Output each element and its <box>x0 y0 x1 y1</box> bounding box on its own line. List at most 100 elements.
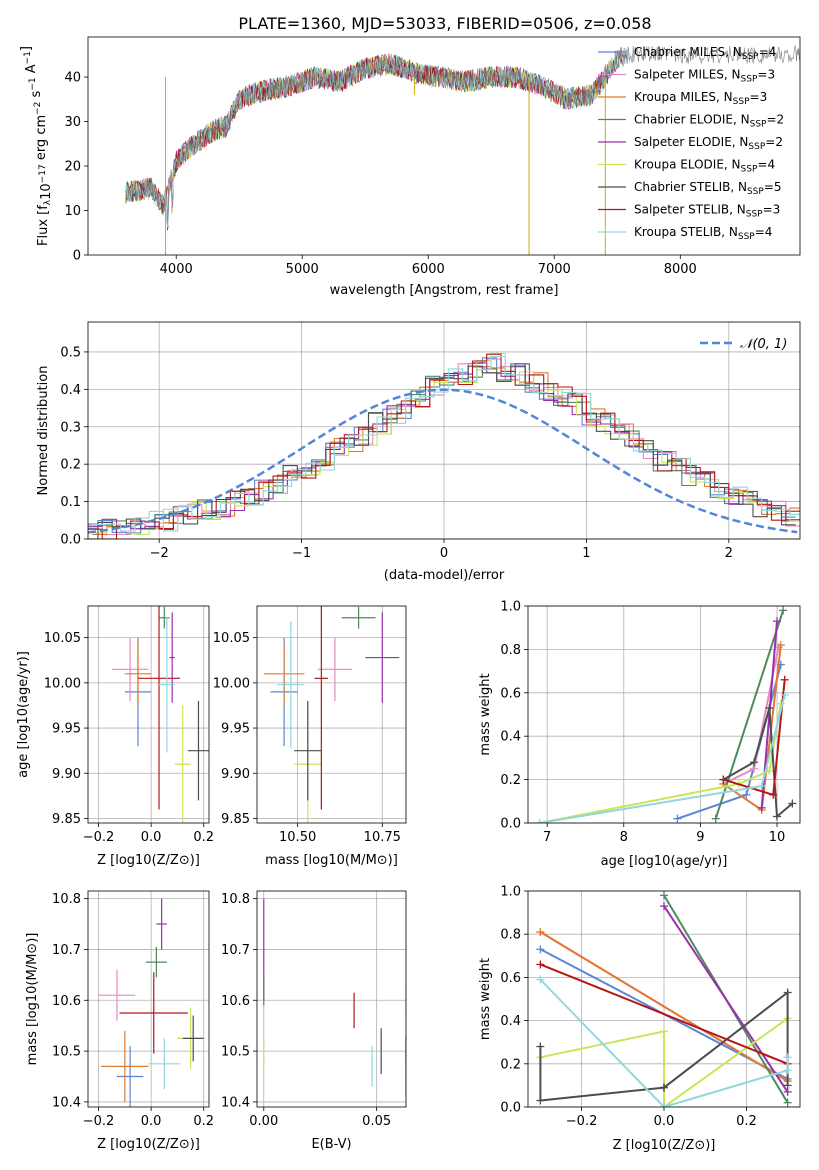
x-tick-label: 0.0 <box>141 1114 162 1129</box>
spectrum-legend: Chabrier MILES, NSSP=4 Salpeter MILES, NS… <box>598 45 784 242</box>
y-tick-label: 0.0 <box>60 533 81 548</box>
histogram-series <box>88 363 796 530</box>
y-tick-label: 10.00 <box>213 676 250 691</box>
legend-label: Chabrier ELODIE, NSSP=2 <box>634 113 784 130</box>
x-tick-label: 10.75 <box>364 830 401 845</box>
y-tick-label: 9.85 <box>221 812 250 827</box>
x-tick-label: 7000 <box>538 262 571 277</box>
y-tick-label: 10.7 <box>221 943 250 958</box>
x-tick-label: 8000 <box>664 262 697 277</box>
weight-series-line <box>539 703 782 823</box>
x-tick-label: 2 <box>725 546 733 561</box>
y-tick-label: 0.4 <box>500 1014 521 1029</box>
axes-frame <box>87 605 210 824</box>
panel-weight_vs_Z: −0.2 0.0 0.2 0.0 0.2 0.4 0.6 0.8 1.0 Z [log10(Z/Z… <box>478 885 801 1153</box>
spectrum-model-line <box>125 46 630 228</box>
y-tick-label: 1.0 <box>500 600 521 615</box>
y-tick-label: 0.8 <box>500 643 521 658</box>
y-tick-label: 0.0 <box>500 1101 521 1116</box>
y-tick-label: 10.05 <box>44 631 81 646</box>
x-tick-label: 7 <box>543 830 551 845</box>
spectrum-model-line <box>125 50 627 230</box>
weight-series-line <box>677 664 782 820</box>
y-tick-label: 1.0 <box>500 885 521 900</box>
x-tick-label: 1 <box>582 546 590 561</box>
x-tick-label: −0.2 <box>83 830 115 845</box>
panel-age_vs_mass: 10.50 10.75 9.85 9.90 9.95 10.00 10.05 mass [lo… <box>213 605 407 868</box>
y-tick-label: 9.95 <box>221 722 250 737</box>
y-tick-label: 0.0 <box>500 817 521 832</box>
legend-label: Chabrier STELIB, NSSP=5 <box>634 180 782 197</box>
panel-age_vs_Z: −0.2 0.0 0.2 9.85 9.90 9.95 10.00 10.05 Z [log10… <box>16 605 214 868</box>
axes-frame <box>527 890 801 1108</box>
y-tick-label: 0.2 <box>500 773 521 788</box>
axes-frame <box>256 890 407 1108</box>
histogram-series <box>92 355 800 532</box>
x-tick-label: 10.50 <box>279 830 316 845</box>
y-tick-label: 0.2 <box>60 458 81 473</box>
y-tick-label: 9.90 <box>52 767 81 782</box>
y-tick-label: 0.4 <box>500 730 521 745</box>
legend-label: Salpeter ELODIE, NSSP=2 <box>634 135 783 152</box>
y-axis-label: mass weight <box>478 673 493 755</box>
weight-series-line <box>539 978 789 1107</box>
spectrum-data-line <box>125 45 800 212</box>
y-tick-label: 10.7 <box>52 943 81 958</box>
x-tick-label: 0.2 <box>193 1114 214 1129</box>
y-tick-label: 9.95 <box>52 722 81 737</box>
x-axis-label: wavelength [Angstrom, rest frame] <box>330 283 559 298</box>
panel-residuals: −2 −1 0 1 2 0.0 0.1 0.2 0.3 0.4 0.5 𝒩(0, 1) (data-mo… <box>36 321 801 583</box>
x-axis-label: Z [log10(Z/Z⊙)] <box>97 853 200 868</box>
legend-label: Kroupa MILES, NSSP=3 <box>634 90 767 107</box>
y-tick-label: 9.85 <box>52 812 81 827</box>
y-tick-label: 9.90 <box>221 767 250 782</box>
x-tick-label: 9 <box>696 830 704 845</box>
panel-mass_vs_EBV: 0.00 0.05 10.4 10.5 10.6 10.7 10.8 E(B-V) <box>221 890 407 1152</box>
axes-frame <box>87 36 801 256</box>
x-tick-label: 0.0 <box>141 830 162 845</box>
histogram-series <box>88 365 796 539</box>
x-axis-label: E(B-V) <box>311 1137 351 1152</box>
y-tick-label: 0.5 <box>60 345 81 360</box>
y-tick-label: 20 <box>64 160 81 175</box>
spectrum-model-line <box>125 46 624 229</box>
y-axis-label: Normed distribution <box>36 366 51 496</box>
y-tick-label: 10.6 <box>52 994 81 1009</box>
weight-series-line <box>663 905 789 1093</box>
axes-frame <box>256 605 407 824</box>
x-tick-label: 8 <box>620 830 628 845</box>
y-tick-label: 10.8 <box>221 892 250 907</box>
y-tick-label: 40 <box>64 71 81 86</box>
y-tick-label: 30 <box>64 115 81 130</box>
x-tick-label: 0.00 <box>249 1114 278 1129</box>
x-tick-label: 0 <box>440 546 448 561</box>
legend-label: Salpeter STELIB, NSSP=3 <box>634 203 780 220</box>
x-tick-label: −1 <box>292 546 311 561</box>
x-tick-label: −0.2 <box>566 1114 598 1129</box>
y-tick-label: 10.00 <box>44 676 81 691</box>
weight-series-line <box>714 609 785 820</box>
x-tick-label: −2 <box>150 546 169 561</box>
panel-mass_vs_Z: −0.2 0.0 0.2 10.4 10.5 10.6 10.7 10.8 Z [log10(Z… <box>25 890 214 1152</box>
x-tick-label: 0.05 <box>362 1114 391 1129</box>
y-tick-label: 0 <box>73 249 81 264</box>
y-tick-label: 0.4 <box>60 383 81 398</box>
panel-spectrum: 4000 5000 6000 7000 8000 0 10 20 30 40 Chabrier MI… <box>19 36 801 298</box>
y-tick-label: 10.6 <box>221 994 250 1009</box>
y-axis-label: age [log10(age/yr)] <box>16 651 31 778</box>
x-axis-label: (data-model)/error <box>384 568 505 583</box>
x-tick-label: 4000 <box>160 262 193 277</box>
weight-series-line <box>539 931 789 1082</box>
x-axis-label: mass [log10(M/M⊙)] <box>265 853 398 868</box>
x-axis-label: Z [log10(Z/Z⊙)] <box>97 1137 200 1152</box>
y-tick-label: 10.5 <box>52 1045 81 1060</box>
y-tick-label: 0.1 <box>60 495 81 510</box>
y-tick-label: 0.6 <box>500 971 521 986</box>
y-tick-label: 10.5 <box>221 1045 250 1060</box>
weight-series-line <box>540 963 788 1065</box>
y-axis-label: Flux [fλ10−17 erg cm−2 s−1 A−1] <box>19 46 54 246</box>
y-tick-label: 0.3 <box>60 420 81 435</box>
legend-label: Kroupa STELIB, NSSP=4 <box>634 225 772 242</box>
y-tick-label: 0.8 <box>500 928 521 943</box>
